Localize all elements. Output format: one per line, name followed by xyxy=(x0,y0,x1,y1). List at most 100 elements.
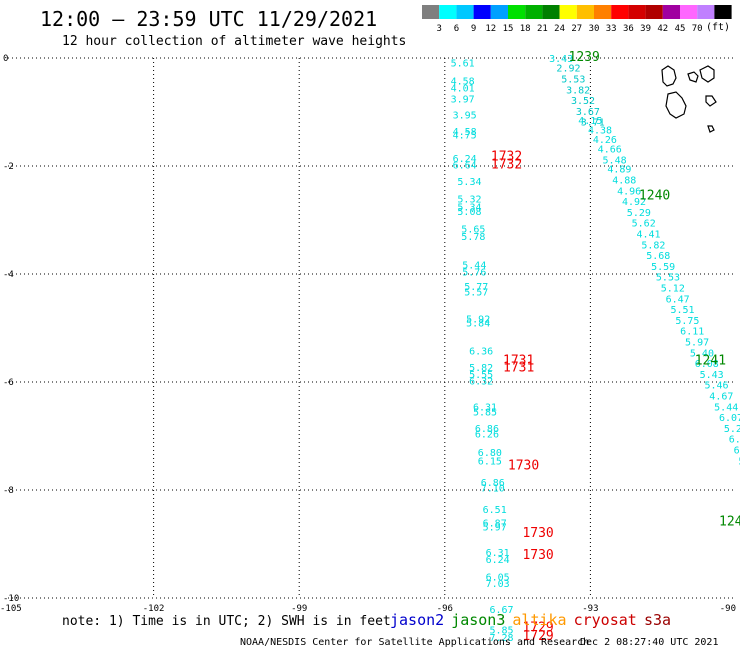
wave-height-label: 4.01 xyxy=(451,84,475,95)
wave-height-label: 3.71 xyxy=(581,118,605,129)
pass-time-label: 1730 xyxy=(522,526,553,541)
scale-swatch xyxy=(525,5,543,19)
wave-height-label: 6.47 xyxy=(666,294,690,305)
credit-text: NOAA/NESDIS Center for Satellite Applica… xyxy=(240,637,589,648)
scale-swatch xyxy=(473,5,491,19)
timestamp-text: Dec 2 08:27:40 UTC 2021 xyxy=(580,637,718,648)
wave-height-label: 6.86 xyxy=(481,478,505,489)
pass-time-label: 1729 xyxy=(522,621,553,636)
wave-height-label: 5.61 xyxy=(451,58,475,69)
scale-swatch xyxy=(594,5,612,19)
scale-tick-label: 24 xyxy=(554,24,565,34)
scale-tick-label: 42 xyxy=(657,24,668,34)
wave-height-label: 5.97 xyxy=(483,523,507,534)
wave-height-label: 4.58 xyxy=(453,127,477,138)
wave-height-label: 5.29 xyxy=(627,208,651,219)
y-tick-label: -8 xyxy=(3,486,14,496)
scale-tick-label: 9 xyxy=(471,24,476,34)
wave-height-label: 4.38 xyxy=(588,125,612,136)
scale-swatch xyxy=(662,5,680,19)
scale-swatch xyxy=(508,5,526,19)
pass-time-label: 1731 xyxy=(503,360,534,375)
scale-tick-label: 27 xyxy=(571,24,582,34)
wave-height-label: 5.34 xyxy=(457,177,481,188)
wave-height-label: 5.08 xyxy=(457,207,481,218)
wave-height-label: 5.53 xyxy=(656,273,680,284)
pass-time-label: 1730 xyxy=(508,459,539,474)
pass-time-label: 1241 xyxy=(695,353,726,368)
wave-height-label: 4.26 xyxy=(593,135,617,146)
scale-tick-label: 18 xyxy=(520,24,531,34)
x-tick-label: -105 xyxy=(0,604,22,614)
legend-entry-s3a: s3a xyxy=(644,611,671,629)
scale-swatch xyxy=(542,5,560,19)
wave-height-label: 4.15 xyxy=(578,116,602,127)
scale-swatch xyxy=(456,5,474,19)
wave-height-label: 5.48 xyxy=(603,156,627,167)
wave-height-label: 5.59 xyxy=(651,262,675,273)
pass-time-label: 124 xyxy=(719,514,740,529)
x-tick-label: -99 xyxy=(291,604,307,614)
wave-height-label: 6.31 xyxy=(473,402,497,413)
wave-height-label: 6.64 xyxy=(453,160,477,171)
wave-height-label: 6.05 xyxy=(486,572,510,583)
scale-swatch xyxy=(576,5,594,19)
wave-height-label: 5.51 xyxy=(670,305,694,316)
wave-height-label: 6.52 xyxy=(734,446,740,457)
scale-tick-label: 45 xyxy=(675,24,686,34)
wave-height-label: 5.21 xyxy=(724,424,740,435)
scale-swatch xyxy=(439,5,457,19)
wave-height-label: 7.03 xyxy=(486,579,510,590)
wave-height-label: 5.82 xyxy=(641,240,665,251)
legend-entry-jason2: jason2 xyxy=(390,611,444,629)
pass-time-label: 1731 xyxy=(503,353,534,368)
wave-height-label: 6.15 xyxy=(478,456,502,467)
wave-height-label: 6.86 xyxy=(475,424,499,435)
color-scale: 3 6 9 12 15 18 21 24 27 30 33 36 39 42 45 70 xyxy=(422,5,732,34)
wave-height-label: 5.62 xyxy=(632,219,656,230)
wave-height-label: 6.87 xyxy=(483,518,507,529)
wave-height-label: 4.66 xyxy=(598,145,622,156)
scale-swatch xyxy=(490,5,508,19)
scale-swatch xyxy=(714,5,732,19)
wave-height-label: 4.92 xyxy=(622,197,646,208)
x-tick-label: -90 xyxy=(720,604,736,614)
y-tick-label: -2 xyxy=(3,162,14,172)
wave-height-label: 5.92 xyxy=(466,314,490,325)
wave-height-label: 4.96 xyxy=(617,186,641,197)
wave-height-label: 5.44 xyxy=(462,260,486,271)
y-tick-label: -10 xyxy=(3,594,19,604)
wave-height-label: 6.24 xyxy=(453,154,477,165)
chart-title: 12:00 – 23:59 UTC 11/29/2021 xyxy=(40,7,377,31)
wave-height-label: 6.26 xyxy=(475,429,499,440)
wave-height-label: 5.68 xyxy=(646,251,670,262)
coastline-outline xyxy=(661,65,717,133)
scale-tick-label: 30 xyxy=(589,24,600,34)
satellite-legend: jason2 jason3 altika cryosat s3a xyxy=(390,611,671,629)
wave-height-label: 4.89 xyxy=(607,165,631,176)
wave-height-label: 4.58 xyxy=(451,77,475,88)
scale-swatch xyxy=(680,5,698,19)
scale-unit-label: (ft) xyxy=(706,22,730,33)
wave-height-label: 5.97 xyxy=(685,338,709,349)
wave-height-label: 6.07 xyxy=(719,413,740,424)
wave-height-label: 5.43 xyxy=(700,370,724,381)
scale-swatch xyxy=(559,5,577,19)
wave-height-label: 5.55 xyxy=(469,370,493,381)
wave-height-label: 3.97 xyxy=(451,95,475,106)
wave-height-label: 7.28 xyxy=(489,633,513,644)
scale-tick-label: 6 xyxy=(454,24,459,34)
wave-height-label: 5.78 xyxy=(461,232,485,243)
scale-swatch xyxy=(611,5,629,19)
pass-time-label: 1732 xyxy=(491,157,522,172)
scale-tick-label: 70 xyxy=(692,24,703,34)
scale-tick-label: 3 xyxy=(436,24,441,34)
y-tick-label: 0 xyxy=(3,54,8,64)
wave-height-label: 5.44 xyxy=(714,402,738,413)
scale-tick-label: 15 xyxy=(503,24,514,34)
wave-height-label: 3.52 xyxy=(571,96,595,107)
chart-subtitle: 12 hour collection of altimeter wave hei… xyxy=(62,34,406,49)
x-tick-label: -93 xyxy=(582,604,598,614)
wave-height-label: 7.10 xyxy=(481,483,505,494)
